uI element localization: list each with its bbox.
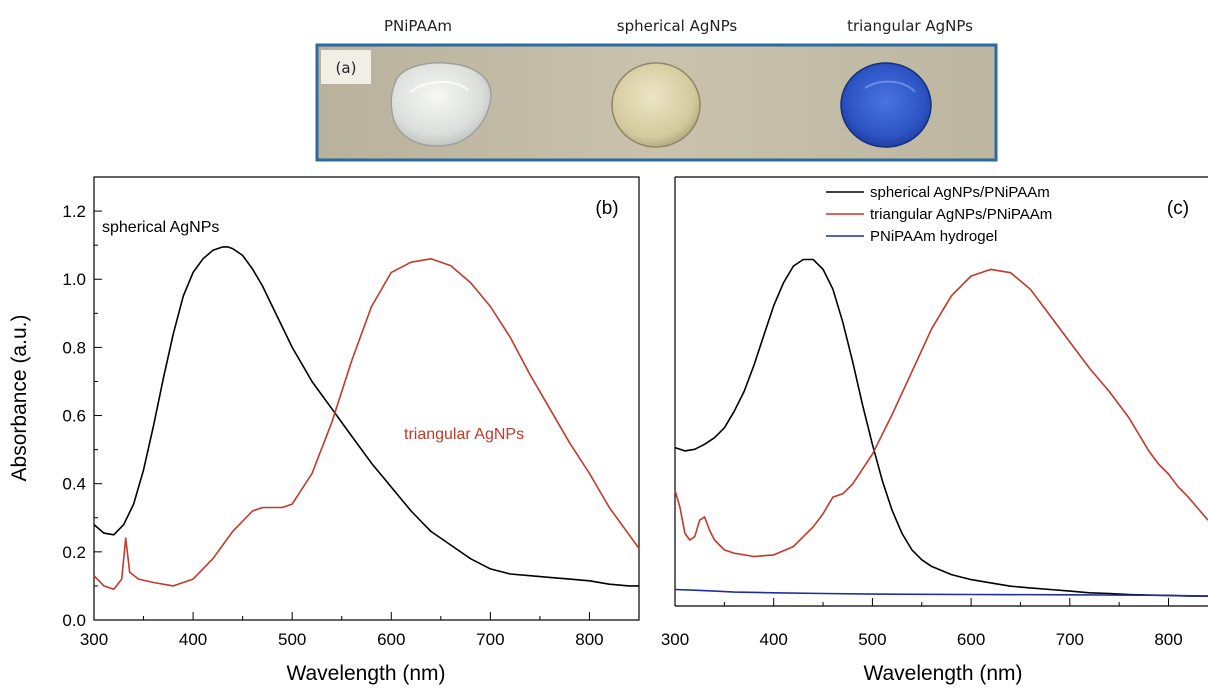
y-tick-label: 0.0 (62, 611, 86, 630)
photo-panel: PNiPAAm spherical AgNPs triangular AgNPs… (315, 17, 998, 162)
x-axis-label-c: Wavelength (nm) (863, 662, 1022, 685)
chart-panel-c: 300 400 500 600 700 800 (c) spherical AgNPs/P… (661, 176, 1208, 685)
photo-label-box (321, 50, 371, 84)
x-tick-label: 300 (80, 630, 108, 649)
y-tick-label: 0.6 (62, 407, 86, 426)
x-tick-label: 800 (1154, 630, 1182, 649)
chart-panel-b: 0.0 0.2 0.4 0.6 0.8 1.0 1.2 300 400 500 600 700 800… (8, 176, 640, 685)
series-line-b-0 (93, 246, 639, 587)
annotation-triangular-agnps: triangular AgNPs (404, 426, 524, 443)
sample-pnipaam-highlight (409, 80, 469, 93)
x-axis-b: 300 400 500 600 700 800 (80, 612, 640, 649)
x-tick-label: 300 (661, 630, 689, 649)
series-line-c-1 (674, 268, 1208, 558)
panel-label-b: (b) (595, 198, 618, 219)
series-line-c-0 (674, 258, 1208, 597)
y-tick-label: 0.4 (62, 475, 86, 494)
x-tick-label: 500 (858, 630, 886, 649)
x-tick-label: 700 (1056, 630, 1084, 649)
x-tick-label: 600 (957, 630, 985, 649)
y-axis-label: Absorbance (a.u.) (8, 315, 31, 482)
y-tick-label: 0.8 (62, 338, 86, 357)
x-tick-label: 500 (278, 630, 306, 649)
photo-border (315, 43, 998, 162)
legend-entry: spherical AgNPs/PNiPAAm (870, 184, 1050, 201)
y-tick-label: 0.2 (62, 543, 86, 562)
annotation-spherical-agnps: spherical AgNPs (102, 219, 219, 236)
legend-entry: triangular AgNPs/PNiPAAm (870, 206, 1052, 223)
y-tick-label: 1.0 (62, 270, 86, 289)
sample-spherical-agnps (611, 62, 701, 148)
series-line-b-1 (93, 258, 640, 591)
legend-c: spherical AgNPs/PNiPAAm triangular AgNPs/… (826, 184, 1052, 245)
y-tick-label: 1.2 (62, 202, 86, 221)
x-axis-c: 300 400 500 600 700 800 (661, 598, 1183, 649)
x-tick-label: 400 (760, 630, 788, 649)
x-axis-label-b: Wavelength (nm) (286, 662, 445, 685)
sample-pnipaam (390, 62, 492, 147)
sample-triangular-highlight (864, 80, 916, 93)
x-tick-label: 700 (476, 630, 504, 649)
series-line-c-2 (674, 588, 1208, 597)
legend-entry: PNiPAAm hydrogel (870, 228, 997, 245)
photo-caption-spherical: spherical AgNPs (617, 17, 738, 35)
photo-caption-pnipaam: PNiPAAm (384, 17, 452, 35)
panel-label-c: (c) (1167, 198, 1189, 219)
x-tick-label: 800 (575, 630, 603, 649)
x-tick-label: 600 (377, 630, 405, 649)
plot-frame-b (93, 176, 640, 621)
panel-label-a: (a) (336, 59, 357, 77)
x-tick-label: 400 (179, 630, 207, 649)
sample-triangular-agnps (840, 62, 932, 148)
series-group-c (674, 258, 1208, 597)
series-group-b (93, 246, 640, 591)
photo-caption-triangular: triangular AgNPs (847, 17, 973, 35)
y-axis-b: 0.0 0.2 0.4 0.6 0.8 1.0 1.2 (62, 202, 102, 630)
